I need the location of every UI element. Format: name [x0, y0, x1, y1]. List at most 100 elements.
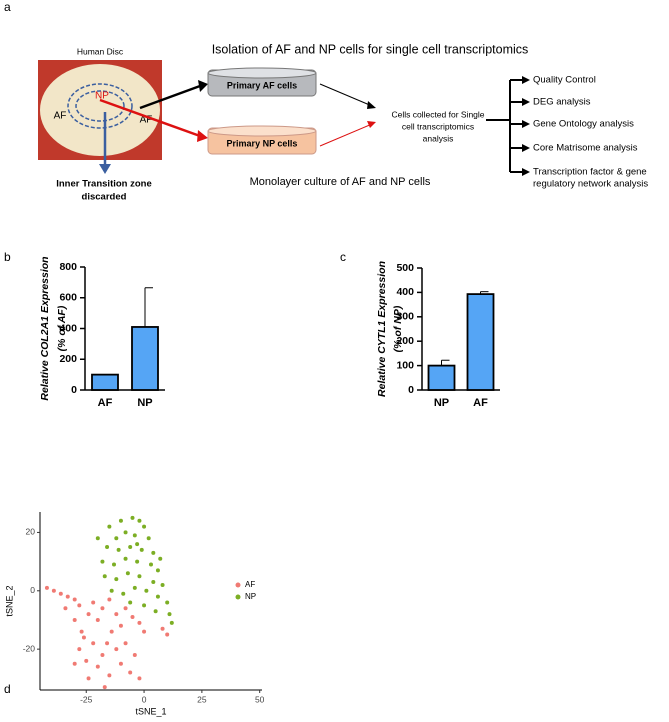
point	[109, 629, 114, 634]
point	[114, 612, 119, 617]
point	[107, 524, 112, 529]
point	[123, 556, 128, 561]
point	[135, 542, 140, 547]
point	[149, 562, 153, 567]
arrow-head	[522, 98, 530, 106]
point	[100, 652, 105, 657]
point	[72, 597, 77, 602]
arrow	[319, 83, 373, 107]
chart-b: 0 200 400 600 800 AF NP Relative COL2A1 Express…	[39, 256, 165, 409]
y-axis-label: Relative CYTL1 Expression	[376, 261, 388, 397]
point	[102, 685, 107, 690]
analysis-list: Quality Control DEG analysis Gene Ontology…	[510, 75, 648, 190]
disc-label: Human Disc	[77, 46, 124, 56]
point	[132, 652, 137, 657]
y-tick-label: 200	[396, 335, 414, 347]
arrow-head	[197, 130, 208, 142]
point	[151, 550, 156, 555]
point	[81, 635, 86, 640]
point	[135, 559, 140, 564]
point	[84, 658, 89, 663]
x-axis-label: tSNE_1	[135, 706, 166, 716]
y-tick-label: 20	[26, 527, 36, 537]
arrow-head	[522, 168, 530, 176]
point	[72, 617, 77, 622]
y-axis-label: (% of NP)	[392, 305, 404, 352]
point	[123, 606, 128, 611]
point	[123, 530, 128, 535]
point	[165, 600, 170, 605]
arrow	[319, 123, 373, 147]
chart-c: 0 100 200 300 400 500 NP AF Relative CYTL1 Expre…	[376, 261, 500, 409]
y-tick-label: 0	[71, 384, 77, 396]
point	[44, 585, 49, 590]
point	[167, 612, 172, 617]
point	[158, 556, 163, 561]
arrow-head	[198, 80, 208, 92]
arrow-head	[522, 76, 530, 84]
point	[86, 612, 91, 617]
x-tick-label: 25	[197, 694, 207, 704]
y-tick-label: 600	[59, 292, 77, 304]
x-tick-label: 0	[142, 694, 147, 704]
af-label: AF	[54, 111, 67, 122]
point	[79, 629, 84, 634]
point	[91, 641, 96, 646]
point	[146, 536, 151, 541]
point	[109, 588, 114, 593]
arrow	[99, 98, 201, 138]
point	[160, 582, 165, 587]
arrow-head	[99, 164, 111, 174]
np-outline-inner	[75, 90, 125, 122]
point	[130, 515, 135, 520]
point	[137, 676, 142, 681]
y-tick-label: -20	[23, 643, 36, 653]
point	[160, 626, 165, 631]
y-tick-label: 100	[396, 359, 414, 371]
point	[112, 562, 116, 567]
point	[63, 606, 68, 611]
y-tick-label: 400	[396, 286, 414, 298]
x-tick-label: NP	[434, 397, 449, 409]
point	[137, 620, 142, 625]
y-tick-label: 400	[59, 322, 77, 334]
point	[128, 670, 133, 675]
y-tick-label: 300	[396, 311, 414, 323]
panel-label: c	[340, 250, 346, 264]
bar	[131, 326, 159, 391]
point	[116, 547, 121, 552]
point	[107, 597, 112, 602]
point	[77, 647, 82, 652]
dish-top	[207, 125, 317, 137]
point	[130, 615, 135, 620]
collected-label: analysis	[423, 133, 454, 143]
point	[144, 588, 149, 593]
np-outline	[67, 83, 133, 129]
legend-label: AF	[245, 580, 255, 589]
y-axis-label: (% of AF)	[56, 305, 68, 351]
point	[153, 609, 158, 614]
point	[128, 545, 133, 550]
y-axis-label: Relative COL2A1 Expression	[39, 256, 51, 400]
analysis-label: Gene Ontology analysis	[533, 119, 634, 130]
legend-label: NP	[245, 592, 256, 601]
point	[95, 536, 100, 541]
point	[128, 600, 133, 605]
arrow-head	[522, 144, 530, 152]
point	[95, 617, 100, 622]
point	[72, 661, 77, 666]
legend-marker	[235, 594, 241, 600]
point	[114, 536, 119, 541]
collected-label: Cells collected for Single	[391, 109, 484, 119]
y-tick-label: 0	[30, 585, 35, 595]
panel-label: a	[4, 0, 11, 14]
point	[155, 568, 160, 573]
collected-label: cell transcriptomics	[402, 121, 474, 131]
point	[132, 585, 137, 590]
legend-marker	[235, 582, 241, 588]
point	[137, 574, 142, 579]
chart-d: -25 0 25 50 -20 0 20 AF NP tSNE_1 tSNE_2	[4, 512, 265, 716]
point	[105, 545, 110, 550]
x-tick-label: 50	[255, 694, 265, 704]
